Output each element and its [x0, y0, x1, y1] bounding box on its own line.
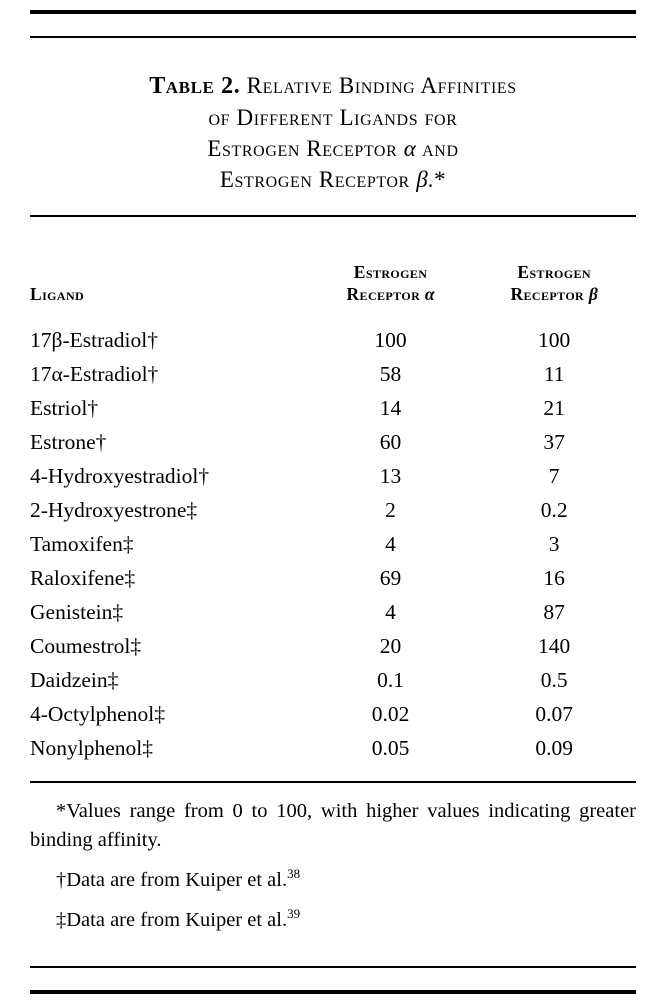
alpha-column-header: Estrogen Receptor α — [346, 262, 435, 304]
footnote-double-dagger: ‡Data are from Kuiper et al.39 — [56, 906, 301, 931]
ligand-cell: 2-Hydroxyestrone‡ — [30, 498, 198, 522]
table-row: Coumestrol‡ 20 140 — [30, 629, 636, 663]
ligand-cell: 17α-Estradiol† — [30, 362, 159, 386]
beta-value-cell: 16 — [543, 566, 565, 590]
beta-value-cell: 3 — [548, 532, 560, 556]
title-line-3: Estrogen Receptor α and — [207, 136, 459, 161]
table-row: Estrone† 60 37 — [30, 425, 636, 459]
alpha-symbol: α — [403, 136, 416, 161]
beta-value-cell: 0.2 — [540, 498, 568, 522]
table-row: 17α-Estradiol† 58 11 — [30, 357, 636, 391]
table-row: 17β-Estradiol† 100 100 — [30, 323, 636, 357]
ligand-cell: 4-Octylphenol‡ — [30, 702, 165, 726]
footnotes: *Values range from 0 to 100, with higher… — [30, 797, 636, 935]
table-row: 4-Hydroxyestradiol† 13 7 — [30, 459, 636, 493]
beta-symbol: β — [416, 167, 428, 192]
reference-superscript: 39 — [287, 906, 301, 922]
ligand-cell: 4-Hydroxyestradiol† — [30, 464, 210, 488]
footnote-values-range: *Values range from 0 to 100, with higher… — [30, 800, 636, 851]
alpha-value-cell: 20 — [379, 634, 402, 658]
beta-value-cell: 0.07 — [535, 702, 573, 726]
title-line-4: Estrogen Receptor β.* — [219, 167, 447, 192]
beta-value-cell: 21 — [543, 396, 565, 420]
table-row: Estriol† 14 21 — [30, 391, 636, 425]
top-rule-secondary — [30, 36, 636, 38]
affinity-table: Ligand Estrogen Receptor α Estrogen Rece… — [30, 261, 636, 765]
title-line-1: Table 2. Relative Binding Affinities — [149, 73, 517, 99]
table-row: 4-Octylphenol‡ 0.02 0.07 — [30, 697, 636, 731]
beta-value-cell: 140 — [538, 634, 571, 658]
bottom-rule-primary — [30, 990, 636, 994]
ligand-cell: Nonylphenol‡ — [30, 736, 154, 760]
table-number-label: Table 2. — [149, 73, 241, 99]
ligand-cell: Estrone† — [30, 430, 107, 454]
footnote-rule — [30, 781, 636, 783]
alpha-value-cell: 100 — [374, 328, 407, 352]
footnote-dagger: †Data are from Kuiper et al.38 — [56, 866, 301, 891]
alpha-symbol: α — [424, 284, 435, 304]
reference-superscript: 38 — [287, 866, 301, 882]
table-row: Nonylphenol‡ 0.05 0.09 — [30, 731, 636, 765]
ligand-cell: Estriol† — [30, 396, 99, 420]
beta-value-cell: 37 — [543, 430, 565, 454]
table-row: Genistein‡ 4 87 — [30, 595, 636, 629]
alpha-value-cell: 60 — [379, 430, 402, 454]
table-row: 2-Hydroxyestrone‡ 2 0.2 — [30, 493, 636, 527]
beta-column-header: Estrogen Receptor β — [510, 262, 598, 304]
title-line-2: of Different Ligands for — [208, 105, 458, 130]
table-row: Daidzein‡ 0.1 0.5 — [30, 663, 636, 697]
table-title: Table 2. Relative Binding Affinities of … — [30, 70, 636, 195]
table-row: Raloxifene‡ 69 16 — [30, 561, 636, 595]
alpha-value-cell: 4 — [385, 532, 396, 556]
beta-value-cell: 100 — [538, 328, 571, 352]
beta-value-cell: 7 — [548, 464, 560, 488]
beta-value-cell: 11 — [543, 362, 565, 386]
ligand-cell: Raloxifene‡ — [30, 566, 136, 590]
beta-value-cell: 0.09 — [535, 736, 573, 760]
alpha-value-cell: 58 — [379, 362, 402, 386]
alpha-value-cell: 0.02 — [371, 702, 410, 726]
alpha-value-cell: 14 — [379, 396, 402, 420]
ligand-cell: Daidzein‡ — [30, 668, 119, 692]
alpha-value-cell: 13 — [379, 464, 402, 488]
alpha-value-cell: 0.05 — [371, 736, 410, 760]
alpha-value-cell: 0.1 — [377, 668, 404, 692]
alpha-value-cell: 2 — [385, 498, 396, 522]
top-rule-primary — [30, 10, 636, 14]
ligand-cell: 17β-Estradiol† — [30, 328, 158, 352]
alpha-value-cell: 4 — [385, 600, 396, 624]
ligand-cell: Genistein‡ — [30, 600, 124, 624]
alpha-value-cell: 69 — [379, 566, 402, 590]
beta-value-cell: 87 — [543, 600, 565, 624]
header-row: Ligand Estrogen Receptor α Estrogen Rece… — [30, 261, 636, 323]
ligand-column-header: Ligand — [30, 284, 85, 304]
table-row: Tamoxifen‡ 4 3 — [30, 527, 636, 561]
beta-symbol: β — [588, 284, 598, 304]
title-rule — [30, 215, 636, 217]
beta-value-cell: 0.5 — [540, 668, 568, 692]
bottom-rule-secondary — [30, 966, 636, 968]
ligand-cell: Coumestrol‡ — [30, 634, 142, 658]
ligand-cell: Tamoxifen‡ — [30, 532, 134, 556]
